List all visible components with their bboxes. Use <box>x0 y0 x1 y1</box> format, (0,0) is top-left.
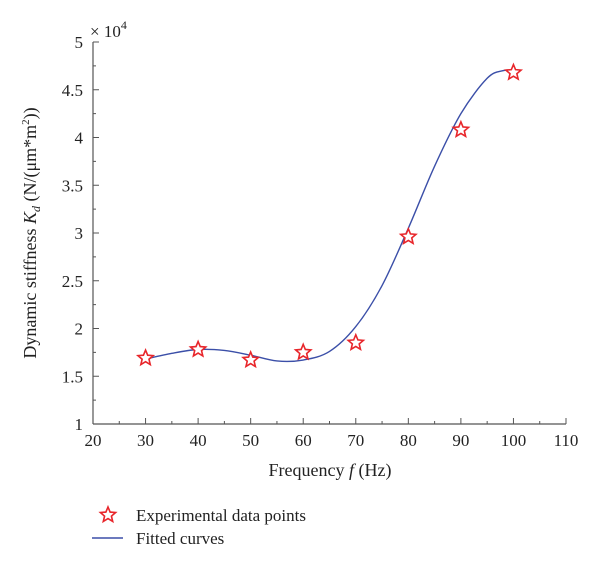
data-point-star <box>188 339 208 358</box>
x-tick-label: 90 <box>452 431 469 450</box>
data-markers <box>135 62 524 369</box>
y-tick-label: 2 <box>75 320 84 339</box>
y-multiplier: × 104 <box>90 18 127 41</box>
legend-label-fitted: Fitted curves <box>136 529 224 548</box>
data-point-star <box>135 348 156 367</box>
legend-star-shape <box>98 504 118 524</box>
data-point-star <box>241 349 261 369</box>
x-tick-label: 110 <box>554 431 579 450</box>
x-tick-label: 30 <box>137 431 154 450</box>
x-tick-label: 80 <box>400 431 417 450</box>
x-tick-label: 40 <box>190 431 207 450</box>
legend-label-experimental: Experimental data points <box>136 506 306 525</box>
y-tick-label: 3.5 <box>62 176 83 195</box>
legend: Experimental data points Fitted curves <box>92 504 306 548</box>
y-tick-label: 1.5 <box>62 367 83 386</box>
x-tick-label: 60 <box>295 431 312 450</box>
y-tick-label: 4.5 <box>62 81 83 100</box>
y-axis-title: Dynamic stiffness Kd (N/(μm*m2)) <box>20 107 43 358</box>
fitted-curve-line <box>145 69 514 363</box>
y-tick-label: 5 <box>75 33 84 52</box>
data-point-star <box>293 342 313 361</box>
x-tick-label: 70 <box>347 431 364 450</box>
y-tick-label: 3 <box>75 224 84 243</box>
data-point-star <box>346 332 366 351</box>
y-ticks: 1 1.5 2 2.5 3 3.5 4 4.5 5 <box>62 33 99 434</box>
x-tick-label: 20 <box>85 431 102 450</box>
x-tick-label: 50 <box>242 431 259 450</box>
x-axis-title: Frequency f (Hz) <box>269 460 392 481</box>
y-tick-label: 1 <box>75 415 84 434</box>
y-multiplier-exponent: 4 <box>121 18 127 32</box>
y-tick-label: 4 <box>75 129 84 148</box>
legend-star-marker <box>98 504 118 524</box>
x-tick-label: 100 <box>501 431 527 450</box>
y-tick-label: 2.5 <box>62 272 83 291</box>
data-point-star <box>398 226 418 245</box>
data-point-star <box>503 62 524 81</box>
axes <box>92 42 566 425</box>
data-point-star <box>451 119 471 139</box>
x-ticks: 20 30 40 50 60 70 80 90 100 110 <box>85 418 579 450</box>
